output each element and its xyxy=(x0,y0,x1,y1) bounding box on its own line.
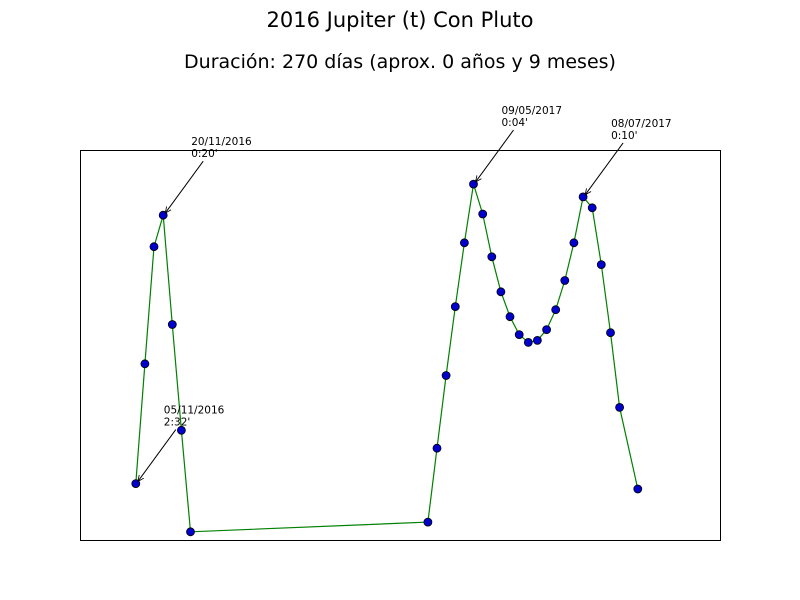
data-point xyxy=(606,328,615,338)
chart-subtitle: Duración: 270 días (aprox. 0 años y 9 me… xyxy=(184,51,616,73)
data-point xyxy=(505,312,515,322)
data-point xyxy=(615,402,624,412)
data-point xyxy=(523,337,533,347)
chart-title: 2016 Jupiter (t) Con Pluto xyxy=(266,8,534,32)
data-point xyxy=(140,359,150,369)
data-point xyxy=(423,517,433,527)
annotation-value: 0:20' xyxy=(191,148,217,160)
data-point xyxy=(176,425,186,435)
data-point xyxy=(551,305,561,315)
data-point xyxy=(167,320,177,329)
data-point xyxy=(186,527,195,537)
annotation-date: 08/07/2017 xyxy=(611,118,672,130)
data-point xyxy=(514,330,524,340)
annotation-date: 09/05/2017 xyxy=(502,105,563,117)
annotation-arrow xyxy=(165,160,204,213)
data-point xyxy=(459,238,469,248)
data-point xyxy=(569,238,579,248)
series-layer xyxy=(131,179,643,537)
annotation-arrow xyxy=(585,142,624,195)
data-point xyxy=(487,252,497,262)
data-point xyxy=(432,443,442,453)
data-point xyxy=(596,260,606,270)
annotation-date: 05/11/2016 xyxy=(164,405,225,417)
data-point xyxy=(450,302,460,312)
annotation-value: 0:10' xyxy=(611,130,637,142)
plot-frame xyxy=(80,150,721,541)
data-point xyxy=(560,276,570,285)
annotation-arrow xyxy=(138,429,177,482)
annotation-date: 20/11/2016 xyxy=(191,136,252,148)
series-line xyxy=(135,183,639,533)
data-point xyxy=(496,287,506,297)
data-point xyxy=(478,209,488,219)
annotation-arrow xyxy=(476,129,514,182)
data-point xyxy=(542,325,551,335)
data-point xyxy=(149,242,159,252)
data-point xyxy=(441,371,451,380)
data-point xyxy=(533,335,542,345)
data-point xyxy=(633,484,643,494)
annotation-value: 0:04' xyxy=(502,117,528,129)
annotation-value: 2:32' xyxy=(164,417,190,429)
data-point xyxy=(587,203,597,213)
